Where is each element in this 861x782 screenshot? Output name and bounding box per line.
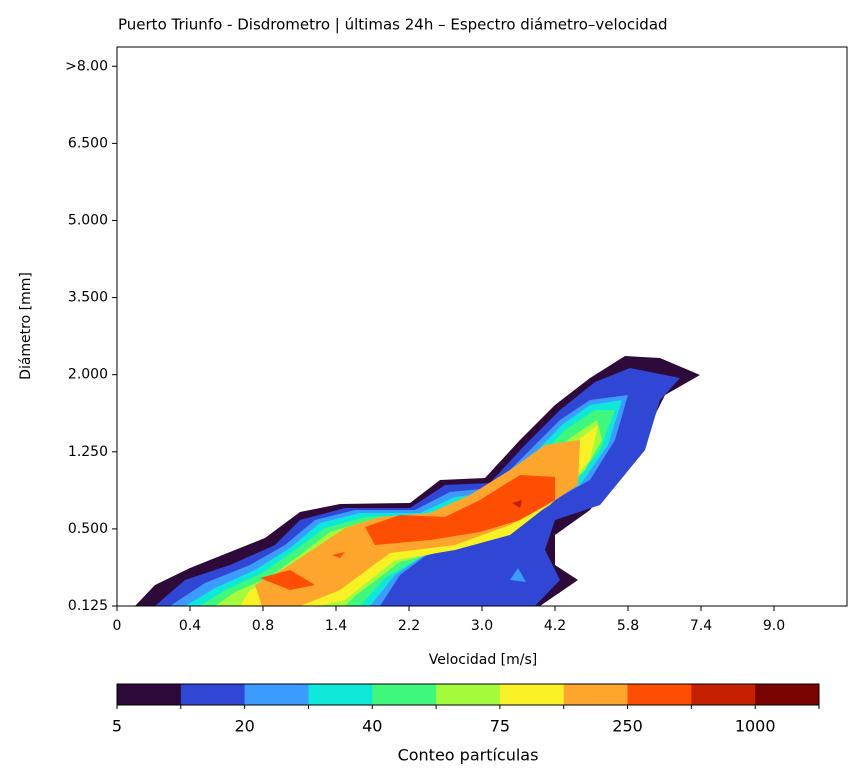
y-tick-label: 0.125 <box>68 598 108 614</box>
colorbar-tick-label: 75 <box>490 717 510 736</box>
colorbar-segment <box>244 684 309 705</box>
contour-region <box>260 475 555 590</box>
colorbar-segment <box>308 684 373 705</box>
colorbar-segment <box>755 684 820 705</box>
y-axis-label: Diámetro [mm] <box>18 272 34 380</box>
colorbar-frame <box>116 683 820 706</box>
x-tick-label: 2.2 <box>398 618 420 634</box>
x-tick-label: 0 <box>113 618 122 634</box>
y-tick-label: 0.500 <box>68 521 108 537</box>
colorbar-segment <box>499 684 565 705</box>
x-tick-label: 3.0 <box>471 618 493 634</box>
x-tick-label: 5.8 <box>617 618 639 634</box>
colorbar-tick-label: 5 <box>112 717 122 736</box>
colorbar-label: Conteo partículas <box>398 746 539 765</box>
colorbar-segment <box>372 684 437 705</box>
colorbar-segment <box>691 684 756 705</box>
colorbar-segment <box>627 684 692 705</box>
x-tick-label: 4.2 <box>544 618 566 634</box>
y-tick-label: 3.500 <box>68 290 108 306</box>
y-tick-label: 1.250 <box>68 444 108 460</box>
y-tick-label: 6.500 <box>68 135 108 151</box>
colorbar-segment <box>436 684 501 705</box>
y-tick-label: >8.00 <box>65 58 108 74</box>
colorbar-segment <box>117 684 182 705</box>
y-tick-label: 5.000 <box>68 212 108 228</box>
x-tick-label: 0.8 <box>252 618 274 634</box>
colorbar-tick-label: 1000 <box>735 717 776 736</box>
colorbar-segment <box>563 684 629 705</box>
chart-title: Puerto Triunfo - Disdrometro | últimas 2… <box>118 16 668 34</box>
x-tick-label: 9.0 <box>763 618 785 634</box>
x-tick-label: 7.4 <box>690 618 712 634</box>
contour-region <box>512 500 522 508</box>
colorbar-tick-label: 40 <box>362 717 382 736</box>
colorbar-tick-label: 250 <box>612 717 643 736</box>
colorbar-segment <box>180 684 246 705</box>
y-tick-label: 2.000 <box>68 367 108 383</box>
x-tick-label: 0.4 <box>179 618 201 634</box>
colorbar-tick-label: 20 <box>234 717 254 736</box>
x-axis-label: Velocidad [m/s] <box>429 652 538 668</box>
x-tick-label: 1.4 <box>325 618 347 634</box>
